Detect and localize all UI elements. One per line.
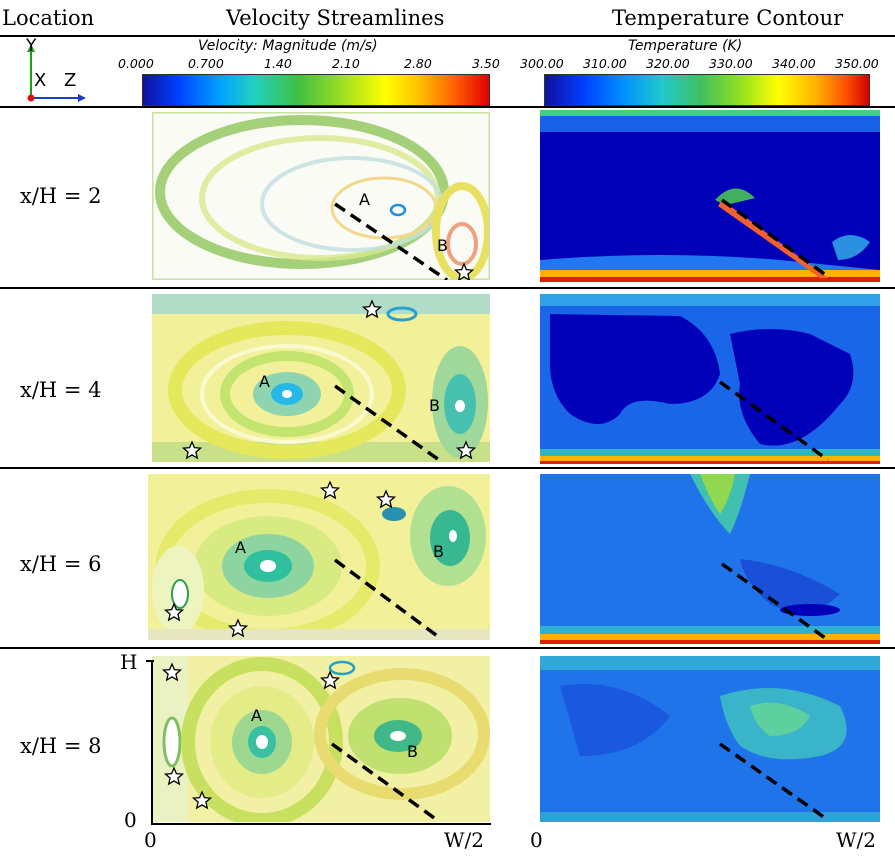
point-a-label: A [359, 190, 370, 209]
star-icon [191, 790, 213, 810]
header-rule [0, 35, 895, 37]
dashed-line [333, 384, 444, 462]
temperature-tick: 340.00 [772, 56, 816, 71]
velocity-tick: 2.80 [404, 56, 432, 71]
row-label: x/H = 6 [20, 552, 102, 576]
temperature-panel-row4 [540, 656, 880, 822]
triad-x-label: X [34, 70, 47, 91]
temperature-tick: 320.00 [646, 56, 690, 71]
point-b-label: B [437, 236, 448, 255]
row-separator [0, 106, 895, 108]
temperature-tick: 330.00 [709, 56, 753, 71]
star-icon [361, 299, 383, 319]
temperature-tick: 300.00 [520, 56, 564, 71]
dashed-line [720, 562, 830, 642]
temperature-panel-row1 [540, 110, 880, 282]
point-a-label: A [235, 538, 246, 557]
star-icon [319, 670, 341, 690]
velocity-panel-row4 [152, 656, 490, 822]
temperature-panel-row2 [540, 294, 880, 464]
velocity-tick: 0.700 [188, 56, 224, 71]
dashed-line [718, 742, 830, 822]
row-label: x/H = 2 [20, 184, 102, 208]
row-separator [0, 647, 895, 649]
temperature-header: Temperature Contour [612, 6, 844, 30]
triad-z-label: Z [64, 70, 77, 91]
row-label: x/H = 8 [20, 734, 102, 758]
dashed-line [333, 558, 442, 640]
location-header: Location [2, 6, 95, 30]
star-icon [319, 480, 341, 500]
star-icon [181, 440, 203, 460]
axes-triad [27, 44, 86, 102]
star-icon [163, 602, 185, 622]
y-arrow-head [27, 44, 35, 52]
velocity-panel-row3 [148, 474, 490, 640]
star-icon [227, 618, 249, 638]
point-a-label: A [259, 372, 270, 391]
point-b-label: B [407, 742, 418, 761]
dashed-line [718, 380, 830, 462]
dashed-line [334, 202, 448, 280]
row-separator [0, 467, 895, 469]
w2-label-velocity: W/2 [444, 828, 485, 852]
zero-x-label-velocity: 0 [144, 828, 157, 852]
velocity-header: Velocity Streamlines [226, 6, 445, 30]
point-b-label: B [429, 396, 440, 415]
h-axis-label: H [120, 650, 138, 674]
velocity-colorbar-ticks: 0.000 0.700 1.40 2.10 2.80 3.50 [118, 56, 500, 72]
velocity-tick: 1.40 [264, 56, 292, 71]
row-label: x/H = 4 [20, 378, 102, 402]
temperature-colorbar-title: Temperature (K) [628, 38, 743, 54]
zero-y-label: 0 [124, 808, 137, 832]
temperature-tick: 350.00 [835, 56, 879, 71]
row-separator [0, 287, 895, 289]
z-arrow-head [78, 94, 86, 102]
temperature-colorbar [544, 74, 870, 106]
temperature-panel-row3 [540, 474, 880, 644]
dashed-line [330, 742, 439, 822]
temperature-colorbar-ticks: 300.00 310.00 320.00 330.00 340.00 350.0… [520, 56, 895, 72]
bottom-axis-line [151, 823, 491, 825]
star-icon [163, 766, 185, 786]
left-axis-line [151, 660, 153, 824]
velocity-colorbar [142, 74, 490, 106]
velocity-tick: 2.10 [332, 56, 360, 71]
temperature-tick: 310.00 [583, 56, 627, 71]
star-icon [375, 489, 397, 509]
triad-y-label: Y [26, 36, 37, 56]
star-icon [453, 262, 475, 280]
point-b-label: B [433, 542, 444, 561]
x-axis-dot [27, 94, 35, 102]
star-icon [455, 440, 477, 460]
dashed-line [720, 198, 832, 280]
w2-label-temperature: W/2 [836, 828, 877, 852]
velocity-tick: 0.000 [118, 56, 154, 71]
velocity-panel-row2 [152, 294, 490, 462]
h-tick [146, 660, 154, 662]
velocity-colorbar-title: Velocity: Magnitude (m/s) [198, 38, 378, 54]
zero-x-label-temperature: 0 [530, 828, 543, 852]
velocity-tick: 3.50 [472, 56, 500, 71]
point-a-label: A [251, 706, 262, 725]
star-icon [161, 662, 183, 682]
velocity-panel-row1 [152, 112, 490, 280]
